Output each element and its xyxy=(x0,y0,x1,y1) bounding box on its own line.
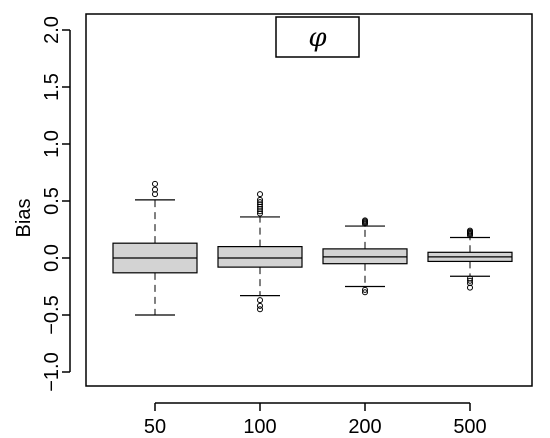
outlier-point xyxy=(257,302,263,309)
outlier-point xyxy=(467,277,473,284)
legend-frame xyxy=(275,16,360,58)
x-tick-label: 200 xyxy=(348,416,381,438)
x-tick-label: 500 xyxy=(453,416,486,438)
outlier-point xyxy=(467,227,473,234)
outlier-point xyxy=(257,306,263,313)
y-tick-label: −1.0 xyxy=(41,352,63,391)
iqr-box xyxy=(217,246,303,268)
legend-label: φ xyxy=(308,23,327,53)
outlier-point xyxy=(467,284,473,291)
y-tick-label: 1.5 xyxy=(41,73,63,101)
y-axis-label: Bias xyxy=(13,199,35,238)
outlier-point xyxy=(152,180,158,187)
outlier-point xyxy=(152,186,158,193)
y-tick-label: 2.0 xyxy=(41,16,63,44)
y-tick-label: 0.5 xyxy=(41,187,63,215)
box-100 xyxy=(217,191,303,313)
box-500 xyxy=(427,227,513,291)
y-tick-label: −0.5 xyxy=(41,295,63,334)
boxes xyxy=(112,180,513,316)
outlier-point xyxy=(362,286,368,293)
y-axis: −1.0 −0.5 0.0 0.5 1.0 1.5 2.0 xyxy=(41,16,71,392)
outlier-point xyxy=(362,289,368,296)
y-tick-label: 0.0 xyxy=(41,244,63,272)
plot-frame xyxy=(85,13,533,387)
box-200 xyxy=(322,217,408,296)
outlier-point xyxy=(362,217,368,224)
box-50 xyxy=(112,180,198,316)
outlier-point xyxy=(257,196,263,203)
x-tick-label: 100 xyxy=(243,416,276,438)
x-axis: 50 100 200 500 xyxy=(144,402,487,438)
outlier-point xyxy=(257,297,263,304)
x-tick-label: 50 xyxy=(144,416,166,438)
outlier-point xyxy=(257,199,263,206)
outlier-point xyxy=(257,191,263,198)
legend: φ xyxy=(275,16,360,58)
y-tick-label: 1.0 xyxy=(41,130,63,158)
